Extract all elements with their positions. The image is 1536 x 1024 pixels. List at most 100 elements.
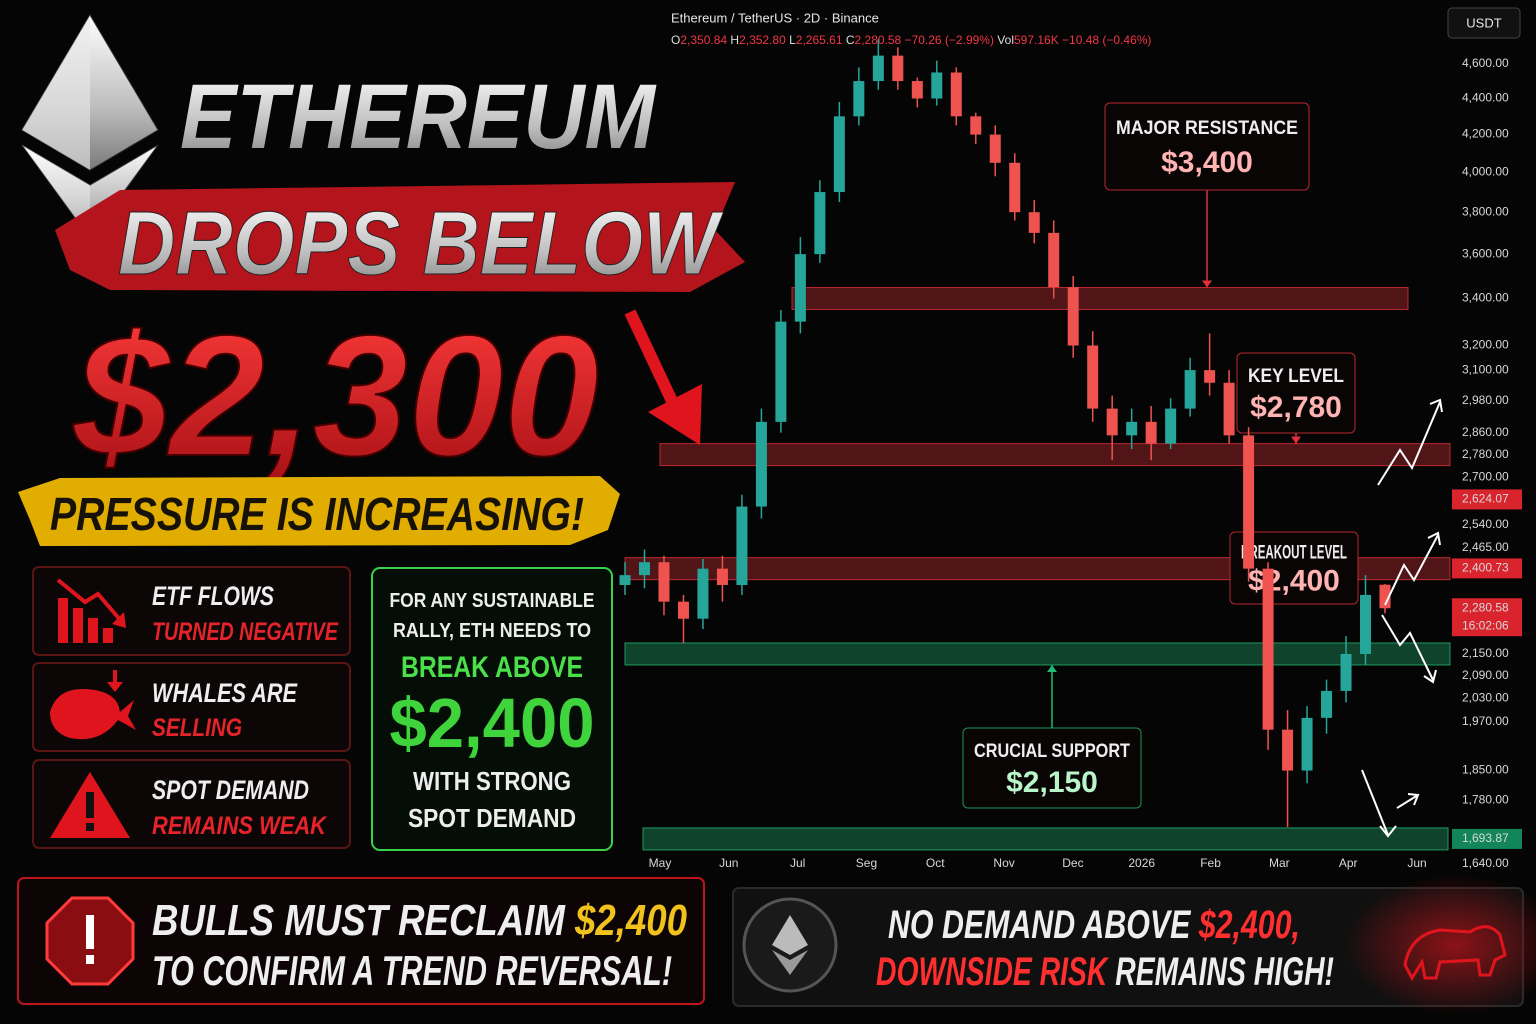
candle-body: [1282, 729, 1294, 771]
zone-band: [642, 827, 1449, 851]
y-tick-label: 2,780.00: [1462, 447, 1509, 461]
candle-body: [1165, 408, 1177, 444]
banner-text: NO DEMAND ABOVE: [888, 903, 1199, 947]
y-tick-label: 4,400.00: [1462, 91, 1509, 105]
red-brush: [55, 182, 745, 292]
x-tick-label: Jul: [790, 856, 805, 870]
candle-body: [697, 568, 709, 619]
y-tick-label: 3,200.00: [1462, 338, 1509, 352]
card-line2: TURNED NEGATIVE: [152, 618, 339, 646]
candle-body: [1009, 162, 1021, 213]
candle-body: [833, 116, 845, 193]
y-tick-label: 2,980.00: [1462, 393, 1509, 407]
y-tick-label: 1,850.00: [1462, 763, 1509, 777]
zone-label: $2,400: [1248, 564, 1340, 597]
bear-icon: [1403, 925, 1507, 981]
price-label: 2,280.58: [1462, 600, 1509, 614]
zone-box: [1104, 102, 1310, 191]
callout-price: $2,400: [390, 684, 595, 762]
card-line2: SELLING: [152, 714, 242, 742]
etf-icon: [56, 578, 126, 643]
ohlc-part: 2,280.58 −70.26 (−2.99%): [855, 33, 998, 47]
candle-body: [619, 575, 631, 585]
candle-body: [1340, 653, 1352, 691]
candle-body: [716, 568, 728, 585]
yellow-brush: [18, 476, 620, 546]
currency: USDT: [1466, 15, 1501, 30]
price-label: 2,624.07: [1462, 492, 1509, 506]
candle-body: [892, 55, 904, 82]
y-tick-label: 4,000.00: [1462, 165, 1509, 179]
eth-coin-mark: [772, 950, 808, 975]
candle-body: [1243, 435, 1255, 569]
ohlc-part: 2,352.80: [739, 33, 789, 47]
callout-box: [371, 567, 613, 851]
y-tick-label: 1,970.00: [1462, 714, 1509, 728]
price-label-box: [1452, 558, 1522, 579]
candle-body: [931, 72, 943, 99]
banner-highlight: $2,400,: [1198, 903, 1300, 947]
candle-body: [814, 192, 826, 255]
card-line1: SPOT DEMAND: [152, 775, 309, 805]
ohlc-part: Vol: [997, 33, 1014, 47]
candle-body: [1106, 408, 1118, 436]
zone-pointer-head: [1047, 664, 1057, 672]
y-tick-label: 3,600.00: [1462, 246, 1509, 260]
zone-pointer-head: [1291, 436, 1301, 444]
cards: ETF FLOWS TURNED NEGATIVE WHALES ARE SEL…: [32, 566, 351, 849]
candle-body: [677, 601, 689, 619]
price-label-box: [1452, 489, 1522, 510]
ohlc-part: O: [671, 33, 680, 47]
eth-logo: [21, 14, 159, 239]
banner-left: BULLS MUST RECLAIM $2,400 TO CONFIRM A T…: [17, 877, 705, 1005]
card-line2: REMAINS WEAK: [152, 812, 328, 840]
callout-text: RALLY, ETH NEEDS TO: [393, 620, 591, 642]
zigzag-arrows: [1361, 398, 1443, 838]
candle-body: [1204, 370, 1216, 383]
x-tick-label: Oct: [926, 856, 945, 870]
candle-body: [853, 81, 865, 117]
zone-title: MAJOR RESISTANCE: [1116, 118, 1298, 139]
y-tick-label: 3,100.00: [1462, 362, 1509, 376]
y-tick-label: 2,465.00: [1462, 540, 1509, 554]
candle-body: [794, 254, 806, 322]
headline-price: $2,300: [73, 300, 599, 492]
y-tick-label: 2,090.00: [1462, 668, 1509, 682]
banner-highlight: DOWNSIDE RISK: [876, 950, 1110, 994]
candle-body: [1145, 421, 1157, 444]
callout-text: WITH STRONG: [413, 766, 571, 796]
candle-body: [1184, 370, 1196, 409]
price-label-box: [1452, 598, 1522, 637]
candle-body: [950, 72, 962, 117]
banner-line2: DOWNSIDE RISK REMAINS HIGH!: [876, 950, 1334, 994]
ohlc-part: C: [846, 33, 855, 47]
candle-body: [1126, 421, 1138, 436]
whale-icon: [50, 670, 136, 740]
red-glow: [1345, 875, 1536, 1015]
banner-line1: BULLS MUST RECLAIM $2,400: [152, 896, 687, 945]
zone-title: KEY LEVEL: [1248, 366, 1344, 387]
y-tick-label: 4,200.00: [1462, 127, 1509, 141]
title-line2: DROPS BELOW: [118, 194, 724, 294]
candle-body: [1379, 584, 1391, 609]
price-label: 2,400.73: [1462, 561, 1509, 575]
y-tick-label: 1,780.00: [1462, 793, 1509, 807]
candle-body: [775, 321, 787, 422]
candle-body: [1223, 382, 1235, 436]
banner-right: NO DEMAND ABOVE $2,400, DOWNSIDE RISK RE…: [732, 875, 1536, 1015]
candle-body: [1028, 212, 1040, 233]
alert-mark: [86, 915, 94, 949]
alert-mark: [86, 955, 94, 964]
zone-label: $2,780: [1250, 391, 1342, 424]
ohlc-header: O2,350.84 H2,352.80 L2,265.61 C2,280.58 …: [671, 33, 1151, 47]
x-tick-label: Feb: [1200, 856, 1221, 870]
candle-body: [638, 562, 650, 576]
callout-text: SPOT DEMAND: [408, 803, 576, 833]
banner-box: [17, 877, 705, 1005]
banner-text: REMAINS HIGH!: [1107, 950, 1334, 994]
down-arrow: [624, 309, 702, 445]
candle-body: [1360, 594, 1372, 654]
zone-title: CRUCIAL SUPPORT: [974, 741, 1130, 762]
y-tick-label: 2,030.00: [1462, 691, 1509, 705]
